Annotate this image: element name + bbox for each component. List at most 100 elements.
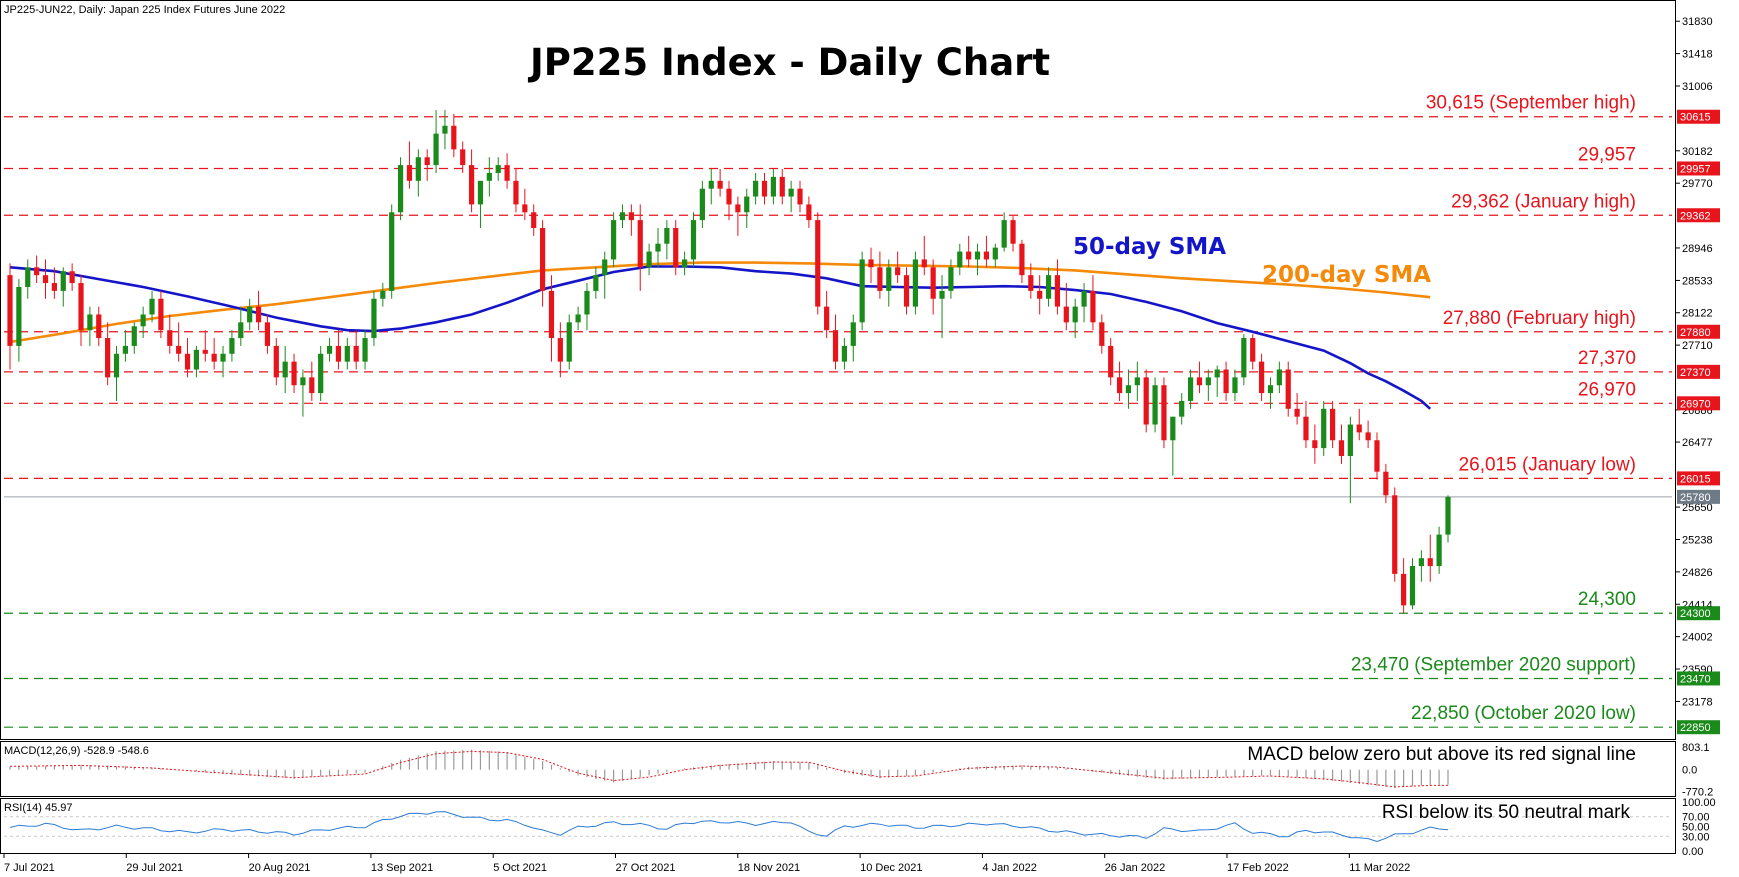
candle [815, 212, 821, 315]
candle [584, 283, 590, 331]
chart-title: JP225 Index - Daily Chart [527, 41, 1050, 84]
candle-body [824, 306, 830, 331]
y-tick-label: 31418 [1682, 49, 1713, 61]
level-axis-tag [1677, 396, 1720, 411]
candle [1134, 361, 1140, 401]
level-axis-label: 27880 [1680, 327, 1711, 339]
candle-body [1223, 369, 1229, 394]
candle [1276, 361, 1282, 394]
candle [779, 169, 785, 205]
candle-body [655, 243, 661, 252]
symbol-info: JP225-JUN22, Daily: Japan 225 Index Futu… [4, 4, 285, 16]
candle-body [424, 157, 430, 166]
candle [1223, 361, 1229, 401]
candle [557, 322, 563, 378]
candle-body [1108, 345, 1114, 378]
candle [1214, 365, 1220, 398]
candle-body [433, 133, 439, 166]
candle-body [176, 345, 182, 354]
candle [992, 243, 998, 268]
candle-body [149, 298, 155, 315]
candle-body [51, 283, 57, 291]
x-tick-label: 27 Oct 2021 [616, 862, 676, 874]
rsi-y-label: 50.00 [1682, 822, 1710, 834]
macd-indicator: 803.1 0.0 -770.2 [9, 742, 1713, 799]
candle [930, 259, 936, 315]
candle-body [1090, 290, 1096, 323]
x-tick-label: 13 Sep 2021 [371, 862, 433, 874]
candle-body [273, 345, 279, 378]
candle-body [158, 298, 164, 331]
candle-body [69, 271, 75, 284]
candle [433, 110, 439, 173]
candle [1116, 361, 1123, 401]
candle-body [1099, 322, 1105, 346]
candle [868, 247, 874, 284]
last-price-tag [1677, 489, 1720, 504]
candle-body [788, 188, 794, 197]
level-label-27880: 27,880 (February high) [1443, 308, 1636, 329]
candle-body [1294, 408, 1300, 417]
candle [619, 204, 626, 228]
candle [335, 330, 342, 370]
y-tick-label: 31006 [1682, 81, 1713, 93]
candle [1347, 416, 1353, 504]
candle-body [42, 275, 49, 284]
candle [1179, 393, 1185, 425]
candle [735, 196, 741, 236]
candle [291, 353, 297, 394]
candle [575, 306, 581, 331]
candle [1409, 558, 1416, 610]
candle [353, 330, 359, 370]
candle [1312, 424, 1318, 464]
candle [877, 251, 883, 299]
candle [788, 180, 794, 213]
candle [1010, 216, 1016, 252]
candle [460, 141, 466, 173]
level-label-29362: 29,362 (January high) [1451, 191, 1636, 212]
candle-body [1312, 440, 1318, 449]
candle-body [1037, 290, 1043, 299]
candle-body [167, 330, 173, 346]
candle [1081, 283, 1087, 323]
candle [167, 314, 173, 354]
candle-body [468, 165, 475, 205]
candle-body [1170, 416, 1176, 441]
candle-body [1179, 400, 1185, 417]
y-tick-label: 24826 [1682, 567, 1713, 579]
candle-body [1214, 369, 1220, 378]
candle [140, 306, 146, 339]
last-price-label: 25780 [1680, 492, 1711, 504]
x-tick-label: 17 Feb 2022 [1227, 862, 1289, 874]
candle-body [1001, 220, 1007, 248]
candle [247, 298, 253, 331]
candle [229, 330, 235, 362]
candle-body [255, 306, 262, 323]
candle [318, 345, 324, 401]
candle [770, 169, 776, 205]
candle [78, 275, 84, 346]
candle [273, 338, 279, 386]
candle-body [211, 353, 217, 362]
y-tick-label: 23178 [1682, 696, 1713, 708]
sma50-line [9, 265, 1432, 410]
date-axis: 7 Jul 2021 29 Jul 2021 20 Aug 2021 13 Sep 2… [3, 854, 1410, 874]
candle-body [761, 180, 768, 197]
candle [912, 251, 919, 315]
level-axis-tag [1677, 208, 1720, 223]
candle [442, 110, 448, 150]
candle [282, 345, 288, 394]
candle-body [131, 326, 137, 346]
candle-body [1196, 377, 1203, 386]
candle [87, 306, 93, 346]
candle [1045, 267, 1052, 307]
candle [673, 220, 679, 276]
candle [1392, 487, 1398, 582]
candle [122, 330, 128, 362]
level-label-23470: 23,470 (September 2020 support) [1351, 654, 1636, 675]
x-tick-label: 20 Aug 2021 [249, 862, 311, 874]
candle-body [1383, 471, 1389, 496]
candle-body [389, 212, 395, 291]
level-axis-label: 23470 [1680, 673, 1711, 685]
